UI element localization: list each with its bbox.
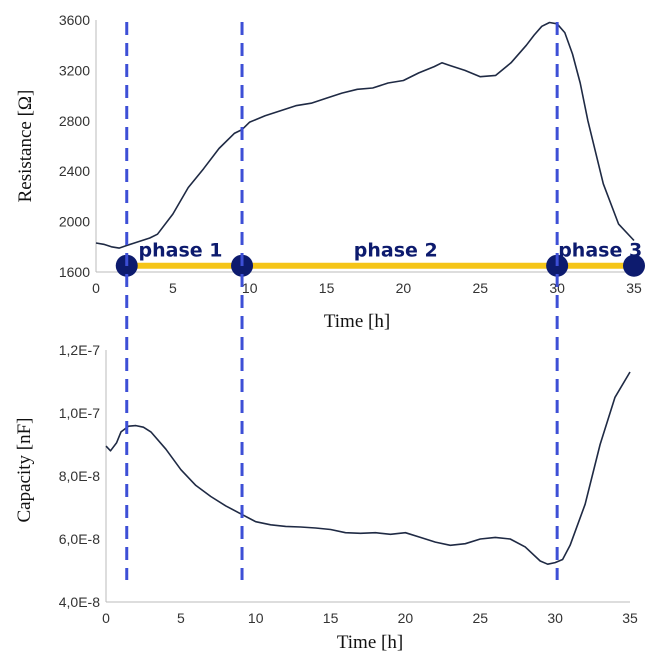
resistance-y-tick-label: 3200 xyxy=(59,62,90,78)
resistance-x-tick-label: 15 xyxy=(319,280,335,296)
capacity-x-tick-label: 35 xyxy=(622,610,638,626)
capacity-y-tick-label: 8,0E-8 xyxy=(59,468,100,484)
resistance-y-tick-label: 1600 xyxy=(59,264,90,280)
capacity-y-tick-label: 1,2E-7 xyxy=(59,342,100,358)
resistance-x-tick-label: 20 xyxy=(396,280,412,296)
capacity-chart: 4,0E-8 6,0E-8 8,0E-8 1,0E-7 1,2E-7 0 5 10 15 20 2… xyxy=(14,342,638,653)
phase-labels: phase 1 phase 2 phase 3 xyxy=(139,240,643,262)
capacity-series-line xyxy=(105,371,631,565)
capacity-x-tick-label: 0 xyxy=(102,610,110,626)
resistance-x-axis-title: Time [h] xyxy=(324,311,390,332)
resistance-x-tick-label: 30 xyxy=(549,280,565,296)
capacity-x-tick-label: 25 xyxy=(472,610,488,626)
resistance-y-tick-label: 3600 xyxy=(59,12,90,28)
resistance-y-tick-labels: 1600 2000 2400 2800 3200 3600 xyxy=(59,12,90,280)
resistance-series-line xyxy=(95,21,635,249)
resistance-x-tick-labels: 0 5 10 15 20 25 30 35 xyxy=(92,280,642,296)
phase-boundary-dot xyxy=(623,254,645,277)
capacity-x-tick-label: 15 xyxy=(323,610,339,626)
resistance-x-tick-label: 10 xyxy=(242,280,258,296)
capacity-y-tick-label: 4,0E-8 xyxy=(59,594,100,610)
capacity-x-tick-label: 5 xyxy=(177,610,185,626)
resistance-y-axis-title: Resistance [Ω] xyxy=(15,90,36,203)
capacity-y-tick-label: 1,0E-7 xyxy=(59,405,100,421)
capacity-x-tick-label: 30 xyxy=(547,610,563,626)
phase-separator-lines xyxy=(125,22,559,580)
capacity-x-tick-labels: 0 5 10 15 20 25 30 35 xyxy=(102,610,638,626)
resistance-x-tick-label: 25 xyxy=(472,280,488,296)
phase-2-label: phase 2 xyxy=(354,240,438,262)
resistance-y-tick-label: 2400 xyxy=(59,163,90,179)
resistance-x-tick-label: 5 xyxy=(169,280,177,296)
capacity-y-tick-label: 6,0E-8 xyxy=(59,531,100,547)
resistance-x-tick-label: 0 xyxy=(92,280,100,296)
resistance-x-tick-label: 35 xyxy=(626,280,642,296)
resistance-y-tick-label: 2000 xyxy=(59,214,90,230)
phase-1-label: phase 1 xyxy=(139,240,223,262)
capacity-y-tick-labels: 4,0E-8 6,0E-8 8,0E-8 1,0E-7 1,2E-7 xyxy=(59,342,100,610)
capacity-x-tick-label: 10 xyxy=(248,610,264,626)
phase-3-label: phase 3 xyxy=(558,240,642,262)
resistance-y-tick-label: 2800 xyxy=(59,113,90,129)
capacity-x-tick-label: 20 xyxy=(398,610,414,626)
capacity-y-axis-title: Capacity [nF] xyxy=(14,417,35,522)
capacity-x-axis-title: Time [h] xyxy=(337,632,403,653)
